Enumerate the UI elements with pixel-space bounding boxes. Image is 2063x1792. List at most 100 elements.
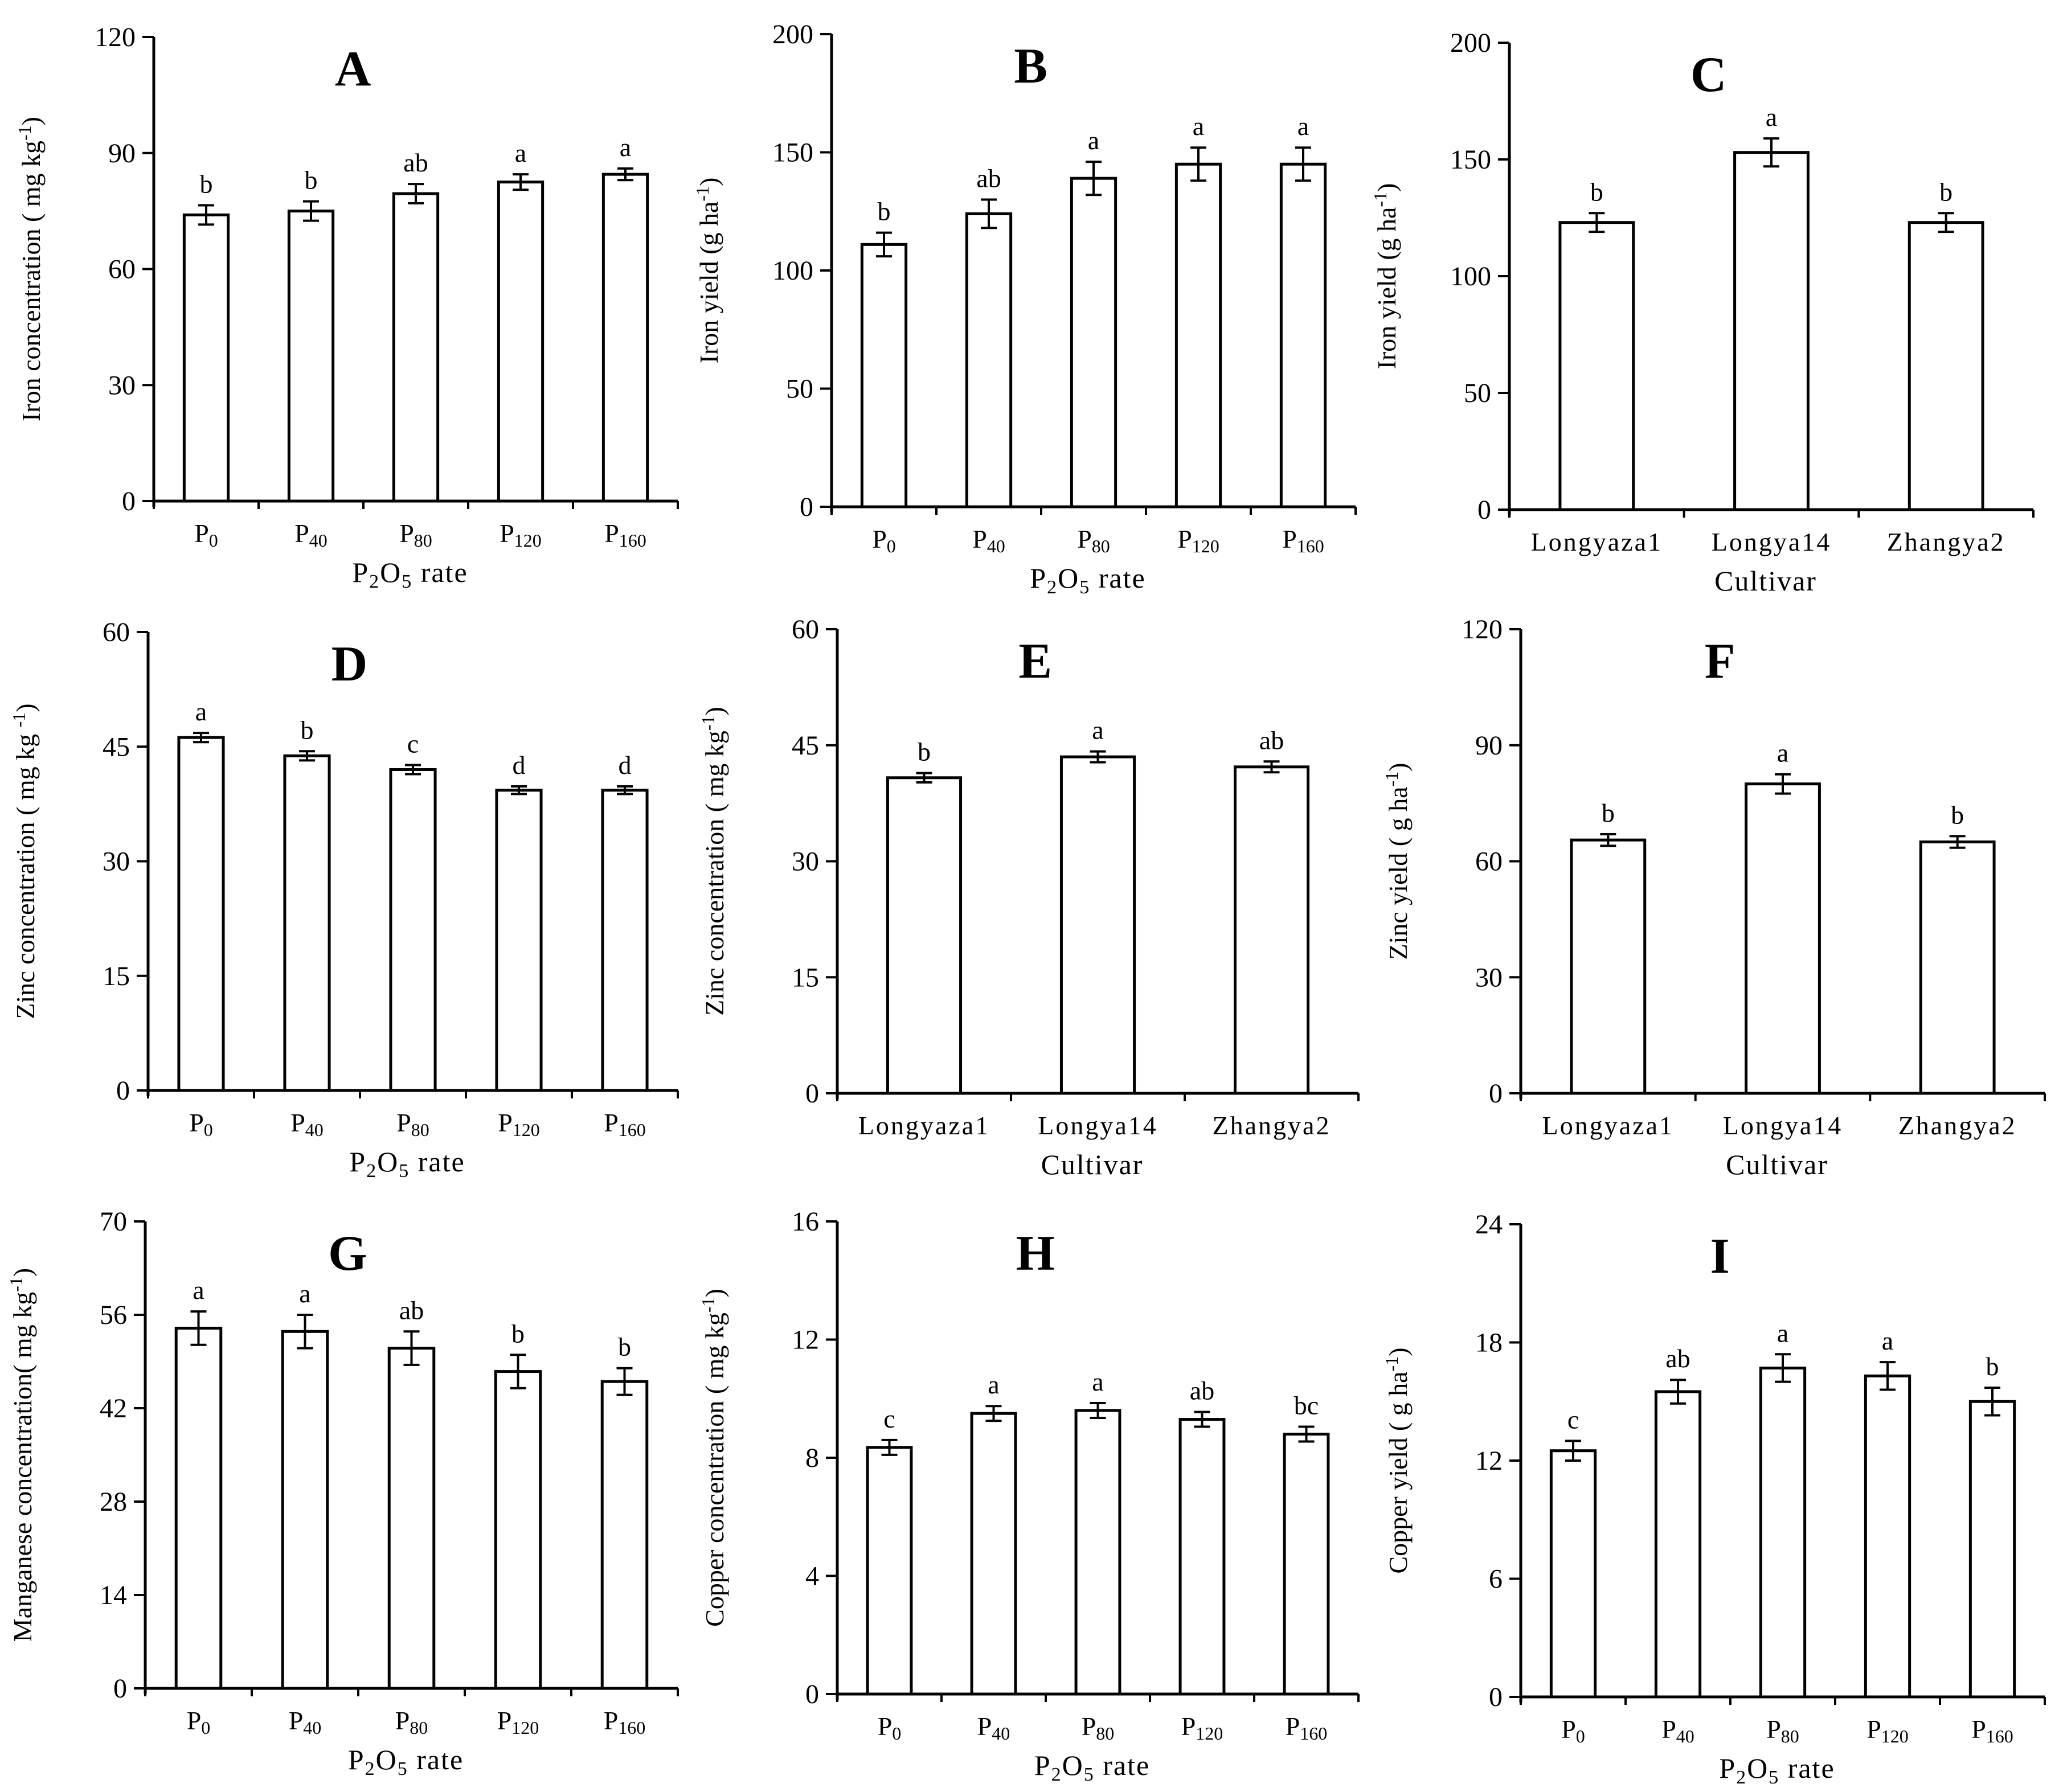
y-tick-label: 15 bbox=[103, 961, 130, 991]
error-bar bbox=[1263, 760, 1280, 774]
y-tick-label: 18 bbox=[1475, 1328, 1503, 1358]
bar bbox=[860, 243, 908, 509]
bar bbox=[287, 210, 335, 503]
significance-letter: b bbox=[618, 1332, 631, 1362]
panel-letter: H bbox=[1016, 1226, 1054, 1281]
y-tick-label: 0 bbox=[122, 486, 136, 516]
chart-panel-i: 0 6 12 18 24 c P0 ab P40 a P80 a P120 b P160 I P2O5 rate… bbox=[1381, 1209, 2046, 1788]
error-bar bbox=[1938, 212, 1954, 233]
x-tick-label: Longya14 bbox=[1038, 1111, 1158, 1140]
x-tick-label: P160 bbox=[1286, 1712, 1328, 1744]
x-axis-label: P2O5 rate bbox=[352, 556, 468, 592]
error-bar bbox=[1775, 773, 1791, 795]
x-tick-label: P80 bbox=[1766, 1715, 1799, 1746]
error-bar bbox=[616, 1367, 633, 1396]
panel-letter: I bbox=[1710, 1229, 1729, 1284]
y-tick-label: 150 bbox=[1450, 145, 1491, 175]
significance-letter: b bbox=[1590, 177, 1603, 206]
y-tick-label: 56 bbox=[100, 1300, 127, 1330]
y-tick-label: 200 bbox=[1450, 28, 1491, 58]
x-tick-label: P40 bbox=[1661, 1715, 1694, 1746]
y-tick-label: 0 bbox=[1489, 1079, 1503, 1109]
significance-letter: b bbox=[305, 166, 318, 195]
significance-letter: a bbox=[1088, 126, 1099, 155]
bar bbox=[1759, 1366, 1807, 1699]
y-axis-label: Copper yield ( g ha-1) bbox=[1381, 1347, 1413, 1573]
x-tick-label: P120 bbox=[1181, 1712, 1223, 1744]
significance-letter: ab bbox=[1259, 725, 1284, 754]
y-tick-label: 50 bbox=[1464, 378, 1491, 408]
x-tick-label: Longyaza1 bbox=[858, 1111, 990, 1140]
significance-letter: a bbox=[1092, 716, 1103, 745]
chart-panel-e: 0 15 30 45 60 b Longyaza1 a Longya14 ab Zhangya2 E C… bbox=[698, 614, 1360, 1180]
x-tick-label: P80 bbox=[395, 1706, 428, 1738]
significance-letter: a bbox=[1882, 1326, 1893, 1355]
error-bar bbox=[405, 764, 421, 776]
error-bar bbox=[1670, 1379, 1686, 1405]
x-axis-label: P2O5 rate bbox=[348, 1744, 464, 1779]
error-bar bbox=[881, 1438, 898, 1456]
error-bar bbox=[299, 750, 315, 762]
x-tick-label: Zhangya2 bbox=[1898, 1111, 2017, 1140]
x-tick-label: Zhangya2 bbox=[1887, 527, 2005, 556]
significance-letter: b bbox=[1602, 798, 1615, 827]
significance-letter: b bbox=[1939, 177, 1953, 206]
x-axis-label: P2O5 rate bbox=[1719, 1752, 1835, 1788]
y-axis-label: Zinc concentration ( mg kg-1) bbox=[698, 707, 729, 1016]
x-tick-label: P160 bbox=[604, 1108, 646, 1140]
error-bar bbox=[1949, 835, 1966, 849]
x-tick-label: Longyaza1 bbox=[1542, 1111, 1674, 1140]
y-tick-label: 0 bbox=[800, 492, 813, 522]
error-bar bbox=[303, 200, 319, 222]
chart-panel-a: 0 30 60 90 120 b P0 b P40 ab P80 a P120 a P160 A P2O5 ra… bbox=[14, 22, 679, 592]
x-tick-label: P0 bbox=[1561, 1715, 1585, 1746]
error-bar bbox=[617, 785, 633, 795]
y-tick-label: 0 bbox=[805, 1079, 819, 1109]
bar bbox=[281, 1330, 329, 1690]
error-bar bbox=[1190, 146, 1206, 182]
x-tick-label: P160 bbox=[604, 519, 646, 551]
error-bar bbox=[1295, 146, 1311, 182]
x-tick-label: Zhangya2 bbox=[1213, 1111, 1331, 1140]
bar bbox=[1864, 1374, 1911, 1699]
y-tick-label: 30 bbox=[792, 847, 819, 877]
y-tick-label: 15 bbox=[792, 962, 819, 993]
error-bar bbox=[513, 173, 529, 191]
bar bbox=[177, 736, 225, 1092]
y-tick-label: 30 bbox=[103, 847, 130, 877]
x-tick-label: P80 bbox=[399, 519, 432, 551]
error-bar bbox=[981, 198, 997, 229]
significance-letter: a bbox=[299, 1279, 310, 1308]
significance-letter: bc bbox=[1294, 1391, 1319, 1420]
bar bbox=[182, 213, 230, 503]
significance-letter: a bbox=[620, 133, 631, 162]
bar bbox=[1174, 162, 1222, 509]
significance-letter: a bbox=[1777, 739, 1788, 768]
error-bar bbox=[876, 231, 892, 258]
significance-letter: ab bbox=[403, 148, 428, 177]
panel-letter: G bbox=[328, 1226, 367, 1281]
y-tick-label: 16 bbox=[792, 1207, 819, 1237]
y-tick-label: 14 bbox=[100, 1580, 127, 1610]
y-tick-label: 50 bbox=[786, 374, 813, 404]
significance-letter: d bbox=[513, 751, 526, 780]
significance-letter: b bbox=[200, 169, 213, 198]
x-tick-label: P0 bbox=[872, 524, 896, 556]
bar bbox=[497, 181, 545, 503]
error-bar bbox=[198, 204, 214, 226]
x-tick-label: P160 bbox=[604, 1706, 646, 1738]
x-tick-label: P40 bbox=[289, 1706, 322, 1738]
panel-letter: B bbox=[1014, 39, 1047, 94]
x-tick-label: P80 bbox=[1082, 1712, 1115, 1744]
x-tick-label: P120 bbox=[500, 519, 542, 551]
x-tick-label: P40 bbox=[290, 1108, 324, 1140]
y-tick-label: 90 bbox=[108, 138, 136, 169]
significance-letter: b bbox=[1986, 1352, 1999, 1381]
y-tick-label: 12 bbox=[792, 1325, 819, 1355]
y-tick-label: 100 bbox=[1450, 261, 1491, 292]
bar bbox=[494, 1370, 542, 1690]
x-tick-label: Longya14 bbox=[1723, 1111, 1843, 1140]
y-tick-label: 120 bbox=[95, 22, 136, 52]
y-tick-label: 60 bbox=[1475, 847, 1503, 877]
significance-letter: a bbox=[1092, 1367, 1103, 1396]
